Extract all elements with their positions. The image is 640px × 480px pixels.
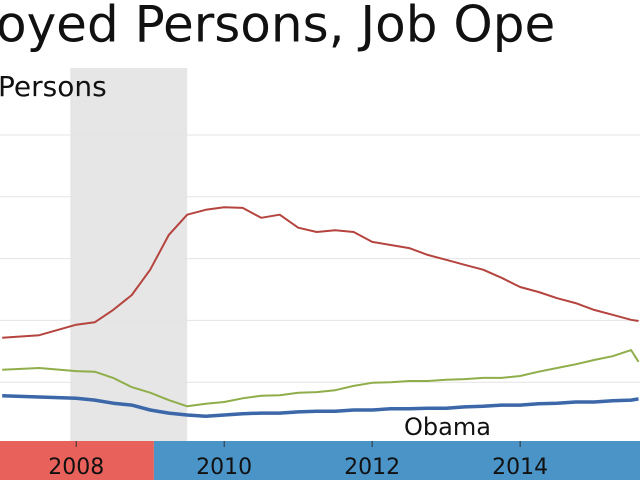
background-layer [0, 68, 640, 441]
axis-band [0, 441, 154, 480]
annotation: Persons [0, 70, 107, 103]
x-tick-label: 2008 [48, 455, 104, 480]
series-line [2, 394, 639, 418]
x-tick-label: 2010 [196, 455, 252, 480]
series-line [2, 349, 640, 408]
recession-shade [70, 68, 188, 441]
axis-band [153, 441, 640, 480]
annotation: Obama [404, 413, 491, 441]
series-line [2, 206, 639, 339]
chart-title: oyed Persons, Job Ope [0, 0, 555, 54]
x-tick-label: 2014 [492, 455, 548, 480]
x-tick-label: 2012 [344, 455, 400, 480]
